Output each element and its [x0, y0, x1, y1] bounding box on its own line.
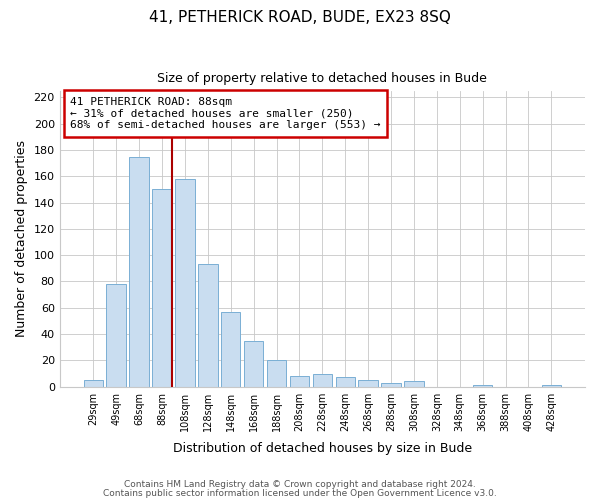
Bar	[404, 382, 424, 386]
Bar	[221, 312, 241, 386]
Bar	[175, 179, 194, 386]
Bar	[313, 374, 332, 386]
Bar	[290, 376, 309, 386]
Text: Contains public sector information licensed under the Open Government Licence v3: Contains public sector information licen…	[103, 488, 497, 498]
Bar	[198, 264, 218, 386]
Bar	[267, 360, 286, 386]
Bar	[358, 380, 378, 386]
Bar	[106, 284, 126, 386]
Text: 41, PETHERICK ROAD, BUDE, EX23 8SQ: 41, PETHERICK ROAD, BUDE, EX23 8SQ	[149, 10, 451, 25]
Y-axis label: Number of detached properties: Number of detached properties	[15, 140, 28, 337]
Bar	[335, 378, 355, 386]
Bar	[152, 190, 172, 386]
Text: Contains HM Land Registry data © Crown copyright and database right 2024.: Contains HM Land Registry data © Crown c…	[124, 480, 476, 489]
Bar	[382, 382, 401, 386]
Bar	[83, 380, 103, 386]
Bar	[130, 156, 149, 386]
Title: Size of property relative to detached houses in Bude: Size of property relative to detached ho…	[157, 72, 487, 86]
Text: 41 PETHERICK ROAD: 88sqm
← 31% of detached houses are smaller (250)
68% of semi-: 41 PETHERICK ROAD: 88sqm ← 31% of detach…	[70, 96, 380, 130]
X-axis label: Distribution of detached houses by size in Bude: Distribution of detached houses by size …	[173, 442, 472, 455]
Bar	[244, 340, 263, 386]
